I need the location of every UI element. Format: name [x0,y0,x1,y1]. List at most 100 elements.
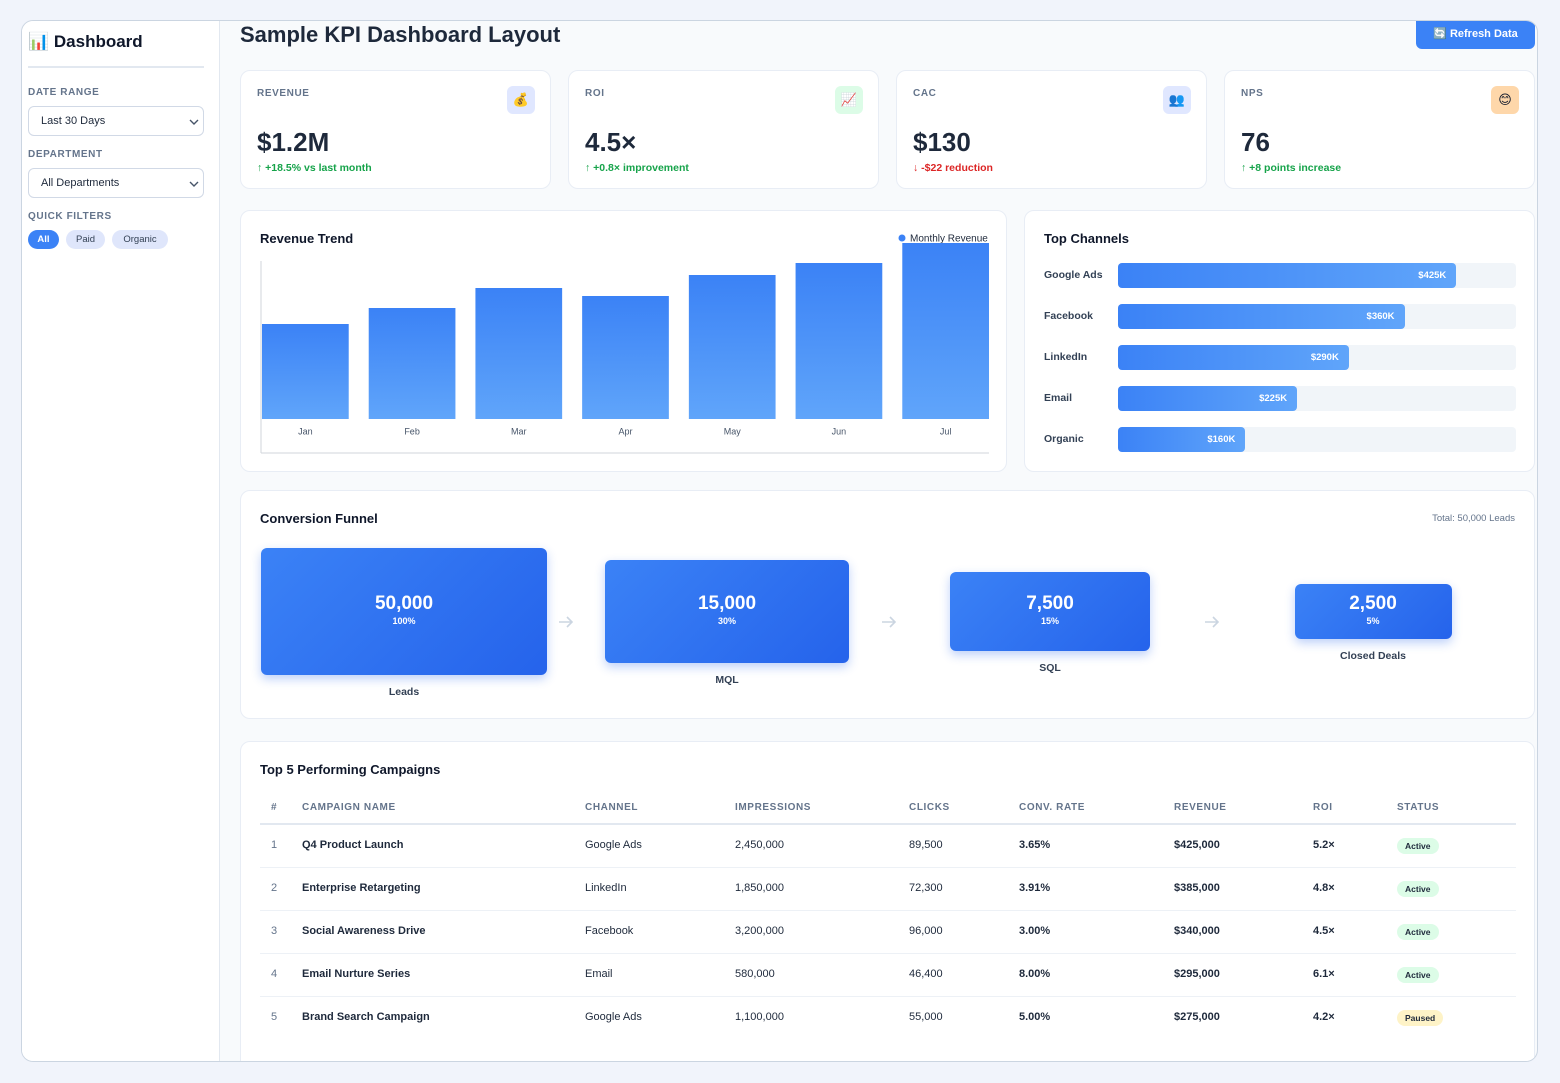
kpi-value: 76 [1241,127,1270,157]
row-rule [260,867,1516,868]
stage-label: Closed Deals [1340,649,1406,662]
bar-value-label: $225K [1259,393,1288,404]
bar-value-label: $290K [1310,352,1339,363]
table-cell: $295,000 [1174,968,1220,980]
column-header: CONV. RATE [1019,802,1086,813]
kpi-value: $130 [913,127,971,157]
stage-percent: 100% [392,616,416,626]
column-header: # [271,802,278,813]
chevron-path [189,181,199,187]
table-cell: $340,000 [1174,925,1220,937]
stage-percent: 5% [1366,616,1380,626]
select[interactable]: All Departments [28,168,204,198]
stage-label: SQL [1039,661,1061,674]
table-cell: $385,000 [1174,882,1220,894]
funnel-arrow [882,616,897,628]
chevron [189,119,199,125]
table-cell: Email [585,968,613,980]
filter-label: DATE RANGE [28,87,100,98]
status-badge: Active [1397,967,1439,983]
bar [368,308,456,419]
filter-pill[interactable]: Organic [112,230,168,249]
kpi-change: ↑ +18.5% vs last month [257,162,372,174]
bar: $290K [1118,345,1349,370]
status-badge: Active [1397,924,1439,940]
filter-label: DEPARTMENT [28,149,103,160]
column-header: STATUS [1397,802,1440,813]
bar: $160K [1118,427,1246,452]
table-cell: Social Awareness Drive [302,925,426,937]
table-cell: $425,000 [1174,839,1220,851]
channel-label: LinkedIn [1044,351,1088,363]
kpi-value: 4.5× [585,127,637,157]
table-cell: Google Ads [585,839,642,851]
x-tick-label: Apr [618,426,632,436]
row-index: 2 [271,882,278,894]
kpi-icon: 😊 [1491,86,1519,114]
table-cell: 4.2× [1313,1011,1335,1023]
kpi-change: ↓ -$22 reduction [913,162,993,174]
funnel-stage: 7,500 15% [950,571,1150,651]
kpi-label: CAC [913,88,937,99]
filter-pill[interactable]: All [28,230,59,249]
bar [688,275,776,419]
table-cell: 1,850,000 [735,882,784,894]
kpi-card: NPS 😊 76 ↑ +8 points increase [1224,70,1535,189]
table-cell: 3.00% [1019,925,1051,937]
filter-pill[interactable]: Paid [66,230,105,249]
funnel-stage: 2,500 5% [1294,583,1452,639]
channel-label: Email [1044,392,1073,404]
refresh-button[interactable]: 🔄 Refresh Data [1416,21,1535,49]
select[interactable]: Last 30 Days [28,106,204,136]
column-header: REVENUE [1174,802,1227,813]
sidebar-title: 📊 Dashboard [28,32,143,51]
table-cell: 6.1× [1313,968,1335,980]
table-cell: Enterprise Retargeting [302,882,421,894]
table-cell: 5.2× [1313,839,1335,851]
table-cell: 1,100,000 [735,1011,784,1023]
stage-value: 2,500 [1349,593,1397,614]
bar-track: $225K [1118,386,1516,411]
kpi-icon: 👥 [1163,86,1191,114]
kpi-label: REVENUE [257,88,310,99]
card-title: Top Channels [1044,231,1129,246]
bar-value-label: $160K [1207,434,1236,445]
table-cell: 72,300 [909,882,943,894]
column-header: CLICKS [909,802,950,813]
x-tick-label: Jan [298,426,313,436]
funnel-arrow [1205,616,1220,628]
card-title: Revenue Trend [260,231,354,246]
row-index: 1 [271,839,278,851]
column-header: ROI [1313,802,1333,813]
x-tick-label: Feb [404,426,420,436]
bar [262,324,349,419]
bar: $425K [1118,263,1457,288]
status-badge: Active [1397,881,1439,897]
funnel-stage: 50,000 100% [261,547,547,675]
table-cell: 55,000 [909,1011,943,1023]
table-cell: 3.65% [1019,839,1051,851]
table-card: Top 5 Performing Campaigns # CAMPAIGN NAME… [240,741,1535,1061]
x-tick-label: May [724,426,742,436]
bar-track: $425K [1118,263,1516,288]
app-frame: 📊 Dashboard Sample KPI Dashboard Layout … [21,20,1538,1062]
status-badge: Active [1397,838,1439,854]
chevron [189,181,199,187]
x-tick-label: Jul [940,426,952,436]
table-cell: 46,400 [909,968,943,980]
bar: $225K [1118,386,1298,411]
row-index: 4 [271,968,278,980]
channel-label: Organic [1044,433,1084,445]
table-cell: Facebook [585,925,634,937]
header-rule [260,823,1516,825]
kpi-card: ROI 📈 4.5× ↑ +0.8× improvement [568,70,879,189]
channel-label: Google Ads [1044,269,1103,281]
kpi-icon: 📈 [835,86,863,114]
stage-value: 7,500 [1026,593,1074,614]
legend-marker [898,234,906,242]
kpi-change: ↑ +8 points increase [1241,162,1342,174]
table-cell: 2,450,000 [735,839,784,851]
kpi-card: CAC 👥 $130 ↓ -$22 reduction [896,70,1207,189]
quick-filters-label: QUICK FILTERS [28,211,112,222]
arrow-path [1205,616,1220,628]
